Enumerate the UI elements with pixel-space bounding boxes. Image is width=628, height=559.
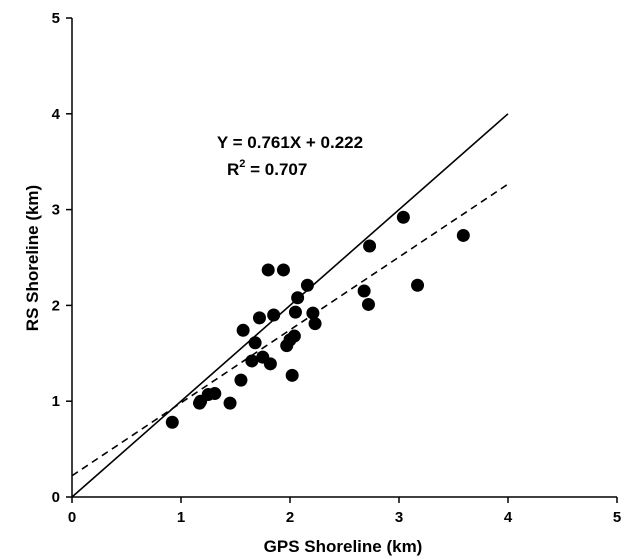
axes xyxy=(71,18,617,498)
data-point xyxy=(308,317,322,331)
x-tick-label: 4 xyxy=(504,509,513,526)
r-squared-exponent: 2 xyxy=(239,158,245,170)
y-tick-label: 2 xyxy=(52,297,60,314)
y-axis-title: RS Shoreline (km) xyxy=(23,185,42,331)
axis-ticks: 0 1 2 3 4 5 0 1 2 3 4 5 xyxy=(52,10,622,526)
data-point xyxy=(234,373,248,387)
data-point xyxy=(357,284,371,298)
y-tick-label: 3 xyxy=(52,202,60,219)
fit-lines xyxy=(71,113,509,498)
r-squared-value: = 0.707 xyxy=(245,160,307,179)
regression-equation: Y = 0.761X + 0.222 xyxy=(217,133,363,152)
y-tick-label: 1 xyxy=(52,393,60,410)
x-tick-label: 5 xyxy=(613,509,621,526)
data-point xyxy=(396,210,410,224)
data-point xyxy=(236,323,250,337)
data-point xyxy=(245,354,259,368)
y-tick-label: 0 xyxy=(52,489,60,506)
regression-line-dashed xyxy=(71,183,509,477)
data-points xyxy=(165,210,470,429)
data-point xyxy=(361,297,375,311)
data-point xyxy=(411,278,425,292)
r-squared-label: R2 = 0.707 xyxy=(227,158,307,179)
data-point xyxy=(252,311,266,325)
x-tick-label: 2 xyxy=(286,509,294,526)
data-point xyxy=(223,396,237,410)
data-point xyxy=(263,357,277,371)
data-point xyxy=(261,263,275,277)
data-point xyxy=(306,306,320,320)
data-point xyxy=(363,239,377,253)
data-point xyxy=(456,228,470,242)
r-squared-base: R xyxy=(227,160,239,179)
x-tick-label: 3 xyxy=(395,509,403,526)
data-point xyxy=(291,291,305,305)
data-point xyxy=(165,415,179,429)
x-axis-title: GPS Shoreline (km) xyxy=(264,537,423,556)
data-point xyxy=(287,329,301,343)
one-to-one-line xyxy=(71,113,509,498)
data-point xyxy=(208,387,222,401)
data-point xyxy=(285,368,299,382)
y-tick-label: 5 xyxy=(52,10,60,27)
x-tick-label: 1 xyxy=(177,509,185,526)
data-point xyxy=(300,278,314,292)
x-tick-label: 0 xyxy=(68,509,76,526)
data-point xyxy=(248,336,262,350)
data-point xyxy=(276,263,290,277)
data-point xyxy=(267,308,281,322)
y-tick-label: 4 xyxy=(52,106,61,123)
data-point xyxy=(288,305,302,319)
